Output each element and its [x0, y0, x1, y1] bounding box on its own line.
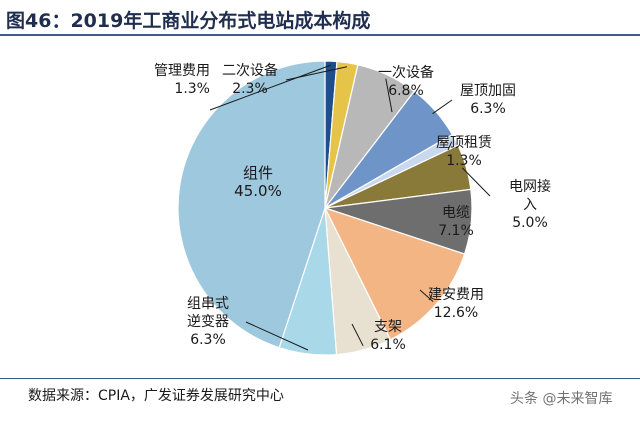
label-zhijia-name: 支架	[374, 319, 402, 335]
label-wuding-jiagu-name: 屋顶加固	[460, 83, 516, 99]
label-erci-value: 2.3%	[232, 81, 268, 97]
chart-title: 图46：2019年工商业分布式电站成本构成	[6, 10, 371, 32]
label-nibian: 组串式 逆变器 6.3%	[168, 295, 248, 349]
label-jianan-name: 建安费用	[428, 287, 484, 303]
leader-line-7	[419, 289, 434, 302]
label-zujian-value: 45.0%	[234, 182, 282, 200]
leader-line-9	[245, 321, 309, 351]
leader-line-8	[351, 323, 364, 347]
pie-slices	[177, 60, 473, 356]
label-dianlan-value: 7.1%	[438, 223, 474, 239]
label-wuding-zulin: 屋顶租赁 1.3%	[424, 134, 504, 170]
leader-line-2	[385, 78, 393, 113]
label-zhijia-value: 6.1%	[370, 337, 406, 353]
leader-line-0	[209, 64, 331, 111]
leader-line-4	[447, 141, 453, 151]
label-guanli: 管理费用 1.3%	[130, 62, 210, 98]
source-divider	[0, 378, 640, 379]
label-wuding-zulin-name: 屋顶租赁	[436, 135, 492, 151]
leader-line-1	[285, 66, 348, 81]
label-yici-name: 一次设备	[378, 65, 434, 81]
pie-chart	[177, 60, 491, 356]
label-nibian-name2: 逆变器	[187, 314, 229, 330]
label-jianan: 建安费用 12.6%	[416, 286, 496, 322]
label-guanli-name: 管理费用	[154, 63, 210, 79]
title-bar: 图46：2019年工商业分布式电站成本构成	[0, 0, 640, 36]
label-dianwang-name2: 入	[523, 197, 537, 213]
pie-slice-7	[323, 206, 466, 341]
label-zhijia: 支架 6.1%	[358, 318, 418, 354]
label-erci: 二次设备 2.3%	[210, 62, 290, 98]
leader-line-5	[461, 167, 491, 197]
watermark: 头条 @未来智库	[510, 391, 613, 407]
label-dianlan: 电缆 7.1%	[426, 204, 486, 240]
label-erci-name: 二次设备	[222, 63, 278, 79]
leader-lines	[209, 64, 491, 351]
source-note: 数据来源：CPIA，广发证券发展研究中心	[28, 388, 284, 404]
label-nibian-name: 组串式	[187, 296, 229, 312]
label-yici: 一次设备 6.8%	[366, 64, 446, 100]
label-nibian-value: 6.3%	[190, 332, 226, 348]
label-dianlan-name: 电缆	[442, 205, 470, 221]
label-jianan-value: 12.6%	[433, 305, 479, 321]
label-zujian: 组件 45.0%	[218, 164, 298, 200]
label-zujian-name: 组件	[242, 164, 273, 182]
label-dianwang-value: 5.0%	[512, 215, 548, 231]
label-guanli-value: 1.3%	[174, 81, 210, 97]
label-wuding-jiagu: 屋顶加固 6.3%	[448, 82, 528, 118]
label-yici-value: 6.8%	[388, 83, 424, 99]
leader-line-3	[432, 99, 453, 115]
label-wuding-jiagu-value: 6.3%	[470, 101, 506, 117]
label-dianwang-name: 电网接	[509, 179, 551, 195]
label-dianwang: 电网接 入 5.0%	[490, 178, 570, 232]
pie-slice-10	[177, 60, 326, 349]
title-divider	[0, 34, 640, 36]
label-wuding-zulin-value: 1.3%	[446, 153, 482, 169]
